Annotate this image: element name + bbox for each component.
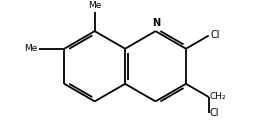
- Text: N: N: [152, 18, 160, 28]
- Text: Cl: Cl: [210, 108, 219, 118]
- Text: Cl: Cl: [210, 30, 219, 40]
- Text: Me: Me: [88, 2, 101, 11]
- Text: Me: Me: [24, 44, 37, 53]
- Text: CH₂: CH₂: [210, 92, 226, 101]
